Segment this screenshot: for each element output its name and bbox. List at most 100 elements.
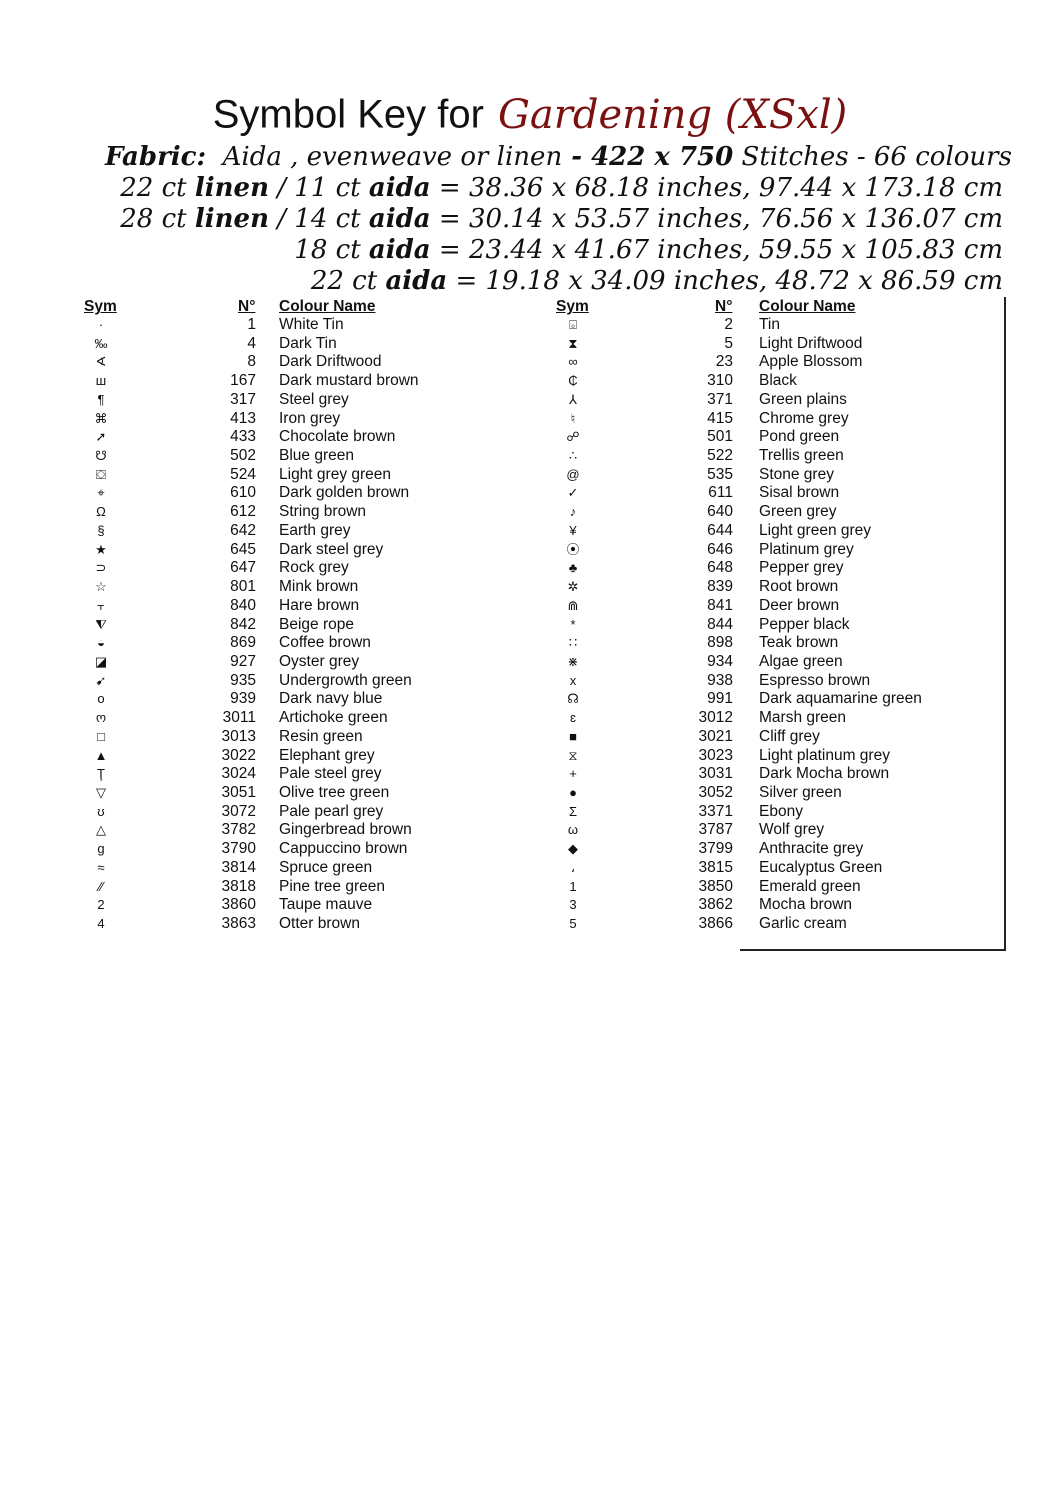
colour-number: 844 xyxy=(707,615,733,633)
symbol: ⋒ xyxy=(567,597,579,613)
symbol: · xyxy=(98,317,104,332)
colour-name: Ebony xyxy=(759,802,803,820)
symbol: @ xyxy=(566,466,580,482)
symbol: ⌖ xyxy=(97,485,105,501)
symbol: ✲ xyxy=(567,579,579,595)
colour-number: 3850 xyxy=(698,877,733,895)
colour-name: Black xyxy=(759,372,797,390)
colour-name: Taupe mauve xyxy=(279,896,373,914)
symbol: ☆ xyxy=(95,579,107,595)
colour-number: 3072 xyxy=(221,802,256,820)
symbol: ➹ xyxy=(95,672,107,688)
colour-number: 433 xyxy=(230,428,256,446)
size-count: 22 ct xyxy=(120,173,195,203)
symbol: 5 xyxy=(569,916,577,932)
colour-number: 1 xyxy=(247,316,256,333)
colour-name: Earth grey xyxy=(279,521,351,539)
size-line: 28 ct linen / 14 ct aida = 30.14 x 53.57… xyxy=(120,204,1003,235)
symbol: ♮ xyxy=(570,410,576,426)
colour-number: 934 xyxy=(707,652,733,670)
colour-number: 3782 xyxy=(221,821,256,839)
colour-name: Blue green xyxy=(279,447,354,465)
colour-number: 3021 xyxy=(698,727,733,745)
colour-name: Beige rope xyxy=(279,615,354,633)
header-colour-name: Colour Name xyxy=(759,298,856,315)
symbol: * xyxy=(570,616,576,632)
colour-number: 5 xyxy=(724,334,733,352)
symbol: ♣ xyxy=(568,560,578,576)
colour-number: 3051 xyxy=(221,784,256,801)
colour-number: 3787 xyxy=(698,821,733,839)
symbol: ■ xyxy=(569,728,577,744)
colour-number: 3024 xyxy=(221,765,256,783)
colour-name: Deer brown xyxy=(759,596,840,614)
colour-name: Rock grey xyxy=(279,559,349,577)
symbol: ★ xyxy=(95,541,107,557)
colour-number: 645 xyxy=(230,540,256,558)
colour-name: Dark mustard brown xyxy=(279,372,419,390)
size-dimensions: = 19.18 x 34.09 inches, 48.72 x 86.59 cm xyxy=(447,266,1003,296)
colour-name: Pale steel grey xyxy=(279,765,382,783)
symbol: x xyxy=(569,672,577,688)
symbol: ✓ xyxy=(567,485,579,501)
symbol: ☊ xyxy=(567,691,579,707)
size-fabric-aida: aida xyxy=(368,173,431,203)
symbol: ◪ xyxy=(94,653,108,669)
colour-name: Mink brown xyxy=(279,578,359,596)
size-line: 22 ct aida = 19.18 x 34.09 inches, 48.72… xyxy=(311,266,1003,297)
symbol: ⅄ xyxy=(569,391,577,407)
colour-number: 841 xyxy=(707,596,733,614)
size-dimensions: = 30.14 x 53.57 inches, 76.56 x 136.07 c… xyxy=(430,204,1003,234)
colour-number: 3031 xyxy=(698,765,733,783)
colour-number: 502 xyxy=(230,447,256,465)
colour-name: Sisal brown xyxy=(759,484,840,502)
colour-name: Iron grey xyxy=(279,409,341,427)
colour-name: Trellis green xyxy=(759,447,844,465)
symbol: ‰ xyxy=(94,335,108,351)
symbol: Ţ xyxy=(97,766,105,782)
symbol: ⁄⁄ xyxy=(98,878,104,894)
colour-number: 610 xyxy=(230,484,256,502)
colour-number: 938 xyxy=(707,671,733,689)
border-horizontal xyxy=(740,949,1006,951)
symbol: ☋ xyxy=(95,448,107,464)
size-fabric-linen: linen xyxy=(194,173,269,203)
size-count: 18 ct xyxy=(294,235,369,265)
colour-number: 640 xyxy=(707,503,733,521)
colour-number: 646 xyxy=(707,540,733,558)
colour-number: 3790 xyxy=(221,840,256,858)
colour-number: 23 xyxy=(715,353,733,371)
symbol: ∷ xyxy=(568,635,578,651)
fabric-label: Fabric: xyxy=(105,142,207,172)
size-count-2: / 14 ct xyxy=(268,204,369,234)
symbol: g xyxy=(97,841,105,857)
colour-name: Olive tree green xyxy=(279,784,390,801)
symbol: ш xyxy=(95,373,107,389)
colour-number: 371 xyxy=(707,390,733,408)
colour-number: 648 xyxy=(707,559,733,577)
symbol: ¶ xyxy=(97,391,105,407)
colour-number: 991 xyxy=(707,690,733,708)
size-fabric-aida: aida xyxy=(385,266,448,296)
colour-name: Coffee brown xyxy=(279,634,371,652)
symbol: ▽ xyxy=(96,785,106,800)
size-fabric-aida: aida xyxy=(368,235,431,265)
symbol: 1 xyxy=(569,878,577,894)
colour-number: 3814 xyxy=(221,858,256,876)
symbol: ɛ xyxy=(570,710,576,726)
colour-name: Chrome grey xyxy=(759,409,849,427)
colour-number: 642 xyxy=(230,521,256,539)
colour-name: Pepper grey xyxy=(759,559,844,577)
colour-number: 415 xyxy=(707,409,733,427)
colour-name: Stone grey xyxy=(759,465,834,483)
colour-name: Resin green xyxy=(279,727,363,745)
colour-name: Eucalyptus Green xyxy=(759,858,883,876)
header-number: N° xyxy=(715,298,733,315)
colour-number: 935 xyxy=(230,671,256,689)
symbol: ◒ xyxy=(97,635,105,651)
colour-name: Pale pearl grey xyxy=(279,802,384,820)
colour-number: 413 xyxy=(230,409,256,427)
colour-name: Light Driftwood xyxy=(759,334,863,352)
colour-number: 839 xyxy=(707,578,733,596)
symbol: ⊃ xyxy=(95,560,107,576)
